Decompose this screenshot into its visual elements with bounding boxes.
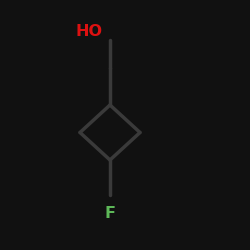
Text: F: F — [104, 206, 116, 221]
Text: HO: HO — [75, 24, 102, 39]
